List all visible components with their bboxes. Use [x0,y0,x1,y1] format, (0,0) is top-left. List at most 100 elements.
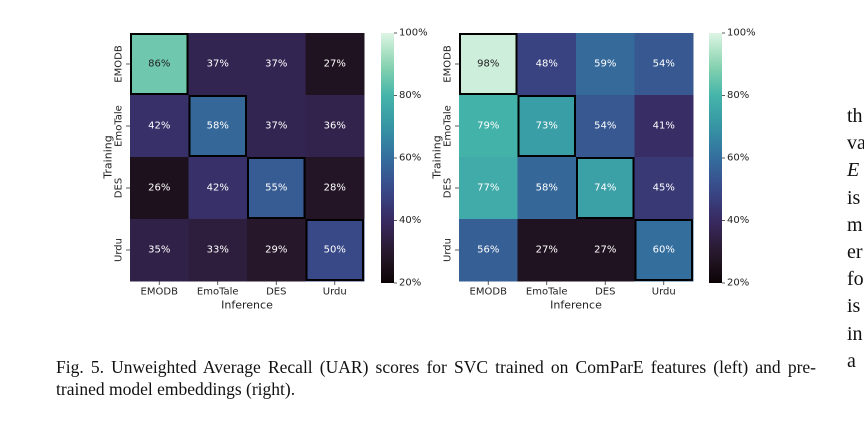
heatmap-cell [517,33,577,96]
heatmap-cell [130,219,189,282]
colorbar [381,33,394,283]
side-text-line: fo [847,268,864,291]
heatmap-cell [247,219,306,282]
x-axis-label: Inference [550,299,602,312]
heatmap-cell [459,95,518,158]
heatmap-cell [247,157,306,220]
cell-value-label: 58% [207,121,229,132]
cell-value-label: 98% [477,59,499,70]
heatmap-cell [305,219,365,282]
y-tick-label: Urdu [443,238,454,262]
side-text-line: E [847,159,860,182]
cell-value-label: 27% [594,245,616,256]
x-tick-label: EMODB [470,287,508,298]
side-text-line: a [847,349,856,372]
diagonal-highlight-box [247,157,306,219]
x-tick-label: EmoTale [197,287,239,298]
cell-value-label: 27% [536,245,558,256]
x-tick-label: Urdu [323,287,347,298]
side-text-line: va [847,132,864,155]
side-text-line: is [847,295,861,318]
cell-value-label: 35% [148,245,170,256]
heatmap-cell [188,95,248,158]
heatmap-cell [305,157,365,220]
cell-value-label: 42% [207,183,229,194]
y-tick-label: EmoTale [114,105,125,147]
y-tick-label: DES [114,178,125,198]
cell-value-label: 33% [207,245,229,256]
heatmap-cell [459,157,518,220]
heatmap-cell [576,95,635,158]
cell-value-label: 27% [324,59,346,70]
colorbar-tick-label: 20% [399,278,421,289]
diagonal-highlight-box [576,157,635,219]
x-tick-label: DES [595,287,615,298]
colorbar-tick-label: 80% [399,90,421,101]
colorbar-tick-label: 40% [727,215,749,226]
x-tick-label: EMODB [141,287,179,298]
y-axis-label: Training [102,135,115,179]
heatmap-cell [517,95,577,158]
cell-value-label: 37% [207,59,229,70]
heatmap-cell [576,157,635,220]
cell-value-label: 54% [594,121,616,132]
diagonal-highlight-box [130,33,189,95]
side-column-text: th va E is m er fo is in a [847,103,864,375]
side-text-line: is [847,186,861,209]
heatmap-cell [130,33,189,96]
y-tick-label: EMODB [114,45,125,83]
diagonal-highlight-box [459,33,518,95]
colorbar [709,33,722,283]
cell-value-label: 79% [477,121,499,132]
colorbar-tick-label: 100% [727,28,756,39]
colorbar-tick-label: 40% [399,215,421,226]
heatmap-cell [247,95,306,158]
heatmap-cell [188,219,248,282]
side-text-line: m [847,213,863,236]
colorbar-tick-label: 80% [727,90,749,101]
side-text-line: in [847,322,863,345]
colorbar-tick-label: 60% [727,153,749,164]
heatmap-cell [188,33,248,96]
cell-value-label: 28% [324,183,346,194]
cell-value-label: 42% [148,121,170,132]
diagonal-highlight-box [634,219,693,281]
y-tick-label: Urdu [114,238,125,262]
cell-value-label: 48% [536,59,558,70]
heatmap-cell [188,157,248,220]
x-tick-label: Urdu [652,287,676,298]
heatmap-cell [517,219,577,282]
heatmap-cell [634,33,694,96]
heatmap-cell [247,33,306,96]
heatmap-cell [305,95,365,158]
cell-value-label: 37% [265,121,287,132]
cell-value-label: 45% [653,183,675,194]
cell-value-label: 59% [594,59,616,70]
cell-value-label: 37% [265,59,287,70]
colorbar-tick-label: 60% [399,153,421,164]
heatmap-cell [305,33,365,96]
heatmap-cell [634,219,694,282]
heatmap-cell [576,219,635,282]
cell-value-label: 58% [536,183,558,194]
heatmap-cell [634,157,694,220]
diagonal-highlight-box [517,95,576,157]
side-text-line: th [847,105,863,127]
cell-value-label: 50% [324,245,346,256]
cell-value-label: 54% [653,59,675,70]
cell-value-label: 26% [148,183,170,194]
heatmap-cell [517,157,577,220]
diagonal-highlight-box [188,95,247,157]
heatmap-cell [576,33,635,96]
x-axis-label: Inference [221,299,273,312]
colorbar-tick-label: 100% [399,28,428,39]
figure-svg: 86% 37% 37% 27% 42% 58% 37% 36% 26% 42% 55% 28% 35% 3… [102,28,756,312]
side-text-line: er [847,240,863,263]
cell-value-label: 74% [594,183,616,194]
x-tick-label: DES [266,287,286,298]
cell-value-label: 86% [148,59,170,70]
colorbar-tick-label: 20% [727,278,749,289]
y-tick-label: DES [443,178,454,198]
cell-value-label: 36% [324,121,346,132]
